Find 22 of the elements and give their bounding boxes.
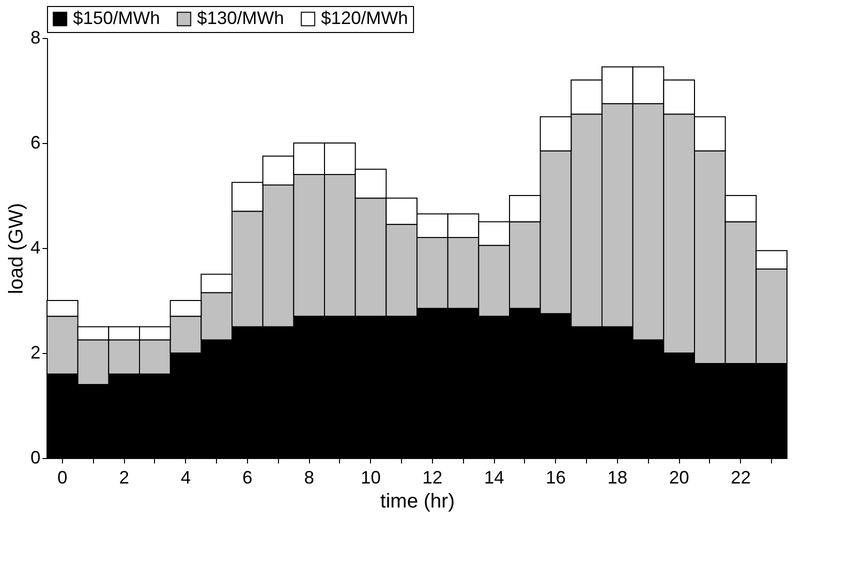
x-tick-label: 6 — [242, 468, 252, 488]
y-tick-label: 8 — [30, 28, 40, 48]
legend-label: $130/MWh — [197, 8, 284, 28]
y-axis-title: load (GW) — [5, 202, 28, 294]
legend-label: $120/MWh — [321, 8, 408, 28]
y-tick-label: 2 — [30, 342, 40, 362]
y-tick-label: 6 — [30, 132, 40, 152]
y-tick-label: 4 — [30, 238, 40, 258]
x-tick-label: 4 — [180, 468, 191, 488]
x-tick-label: 0 — [57, 468, 68, 488]
x-tick-label: 8 — [304, 468, 314, 488]
x-tick-label: 22 — [730, 468, 751, 488]
x-tick-label: 2 — [119, 468, 130, 488]
x-axis-title: time (hr) — [380, 490, 455, 512]
legend-label: $150/MWh — [73, 8, 160, 28]
x-tick-label: 16 — [546, 468, 566, 488]
x-tick-label: 14 — [484, 468, 504, 488]
x-tick-label: 10 — [360, 468, 381, 488]
x-tick-label: 18 — [607, 468, 628, 488]
y-tick-label: 0 — [30, 448, 40, 468]
x-tick-label: 12 — [422, 468, 442, 488]
x-tick-label: 20 — [669, 468, 690, 488]
